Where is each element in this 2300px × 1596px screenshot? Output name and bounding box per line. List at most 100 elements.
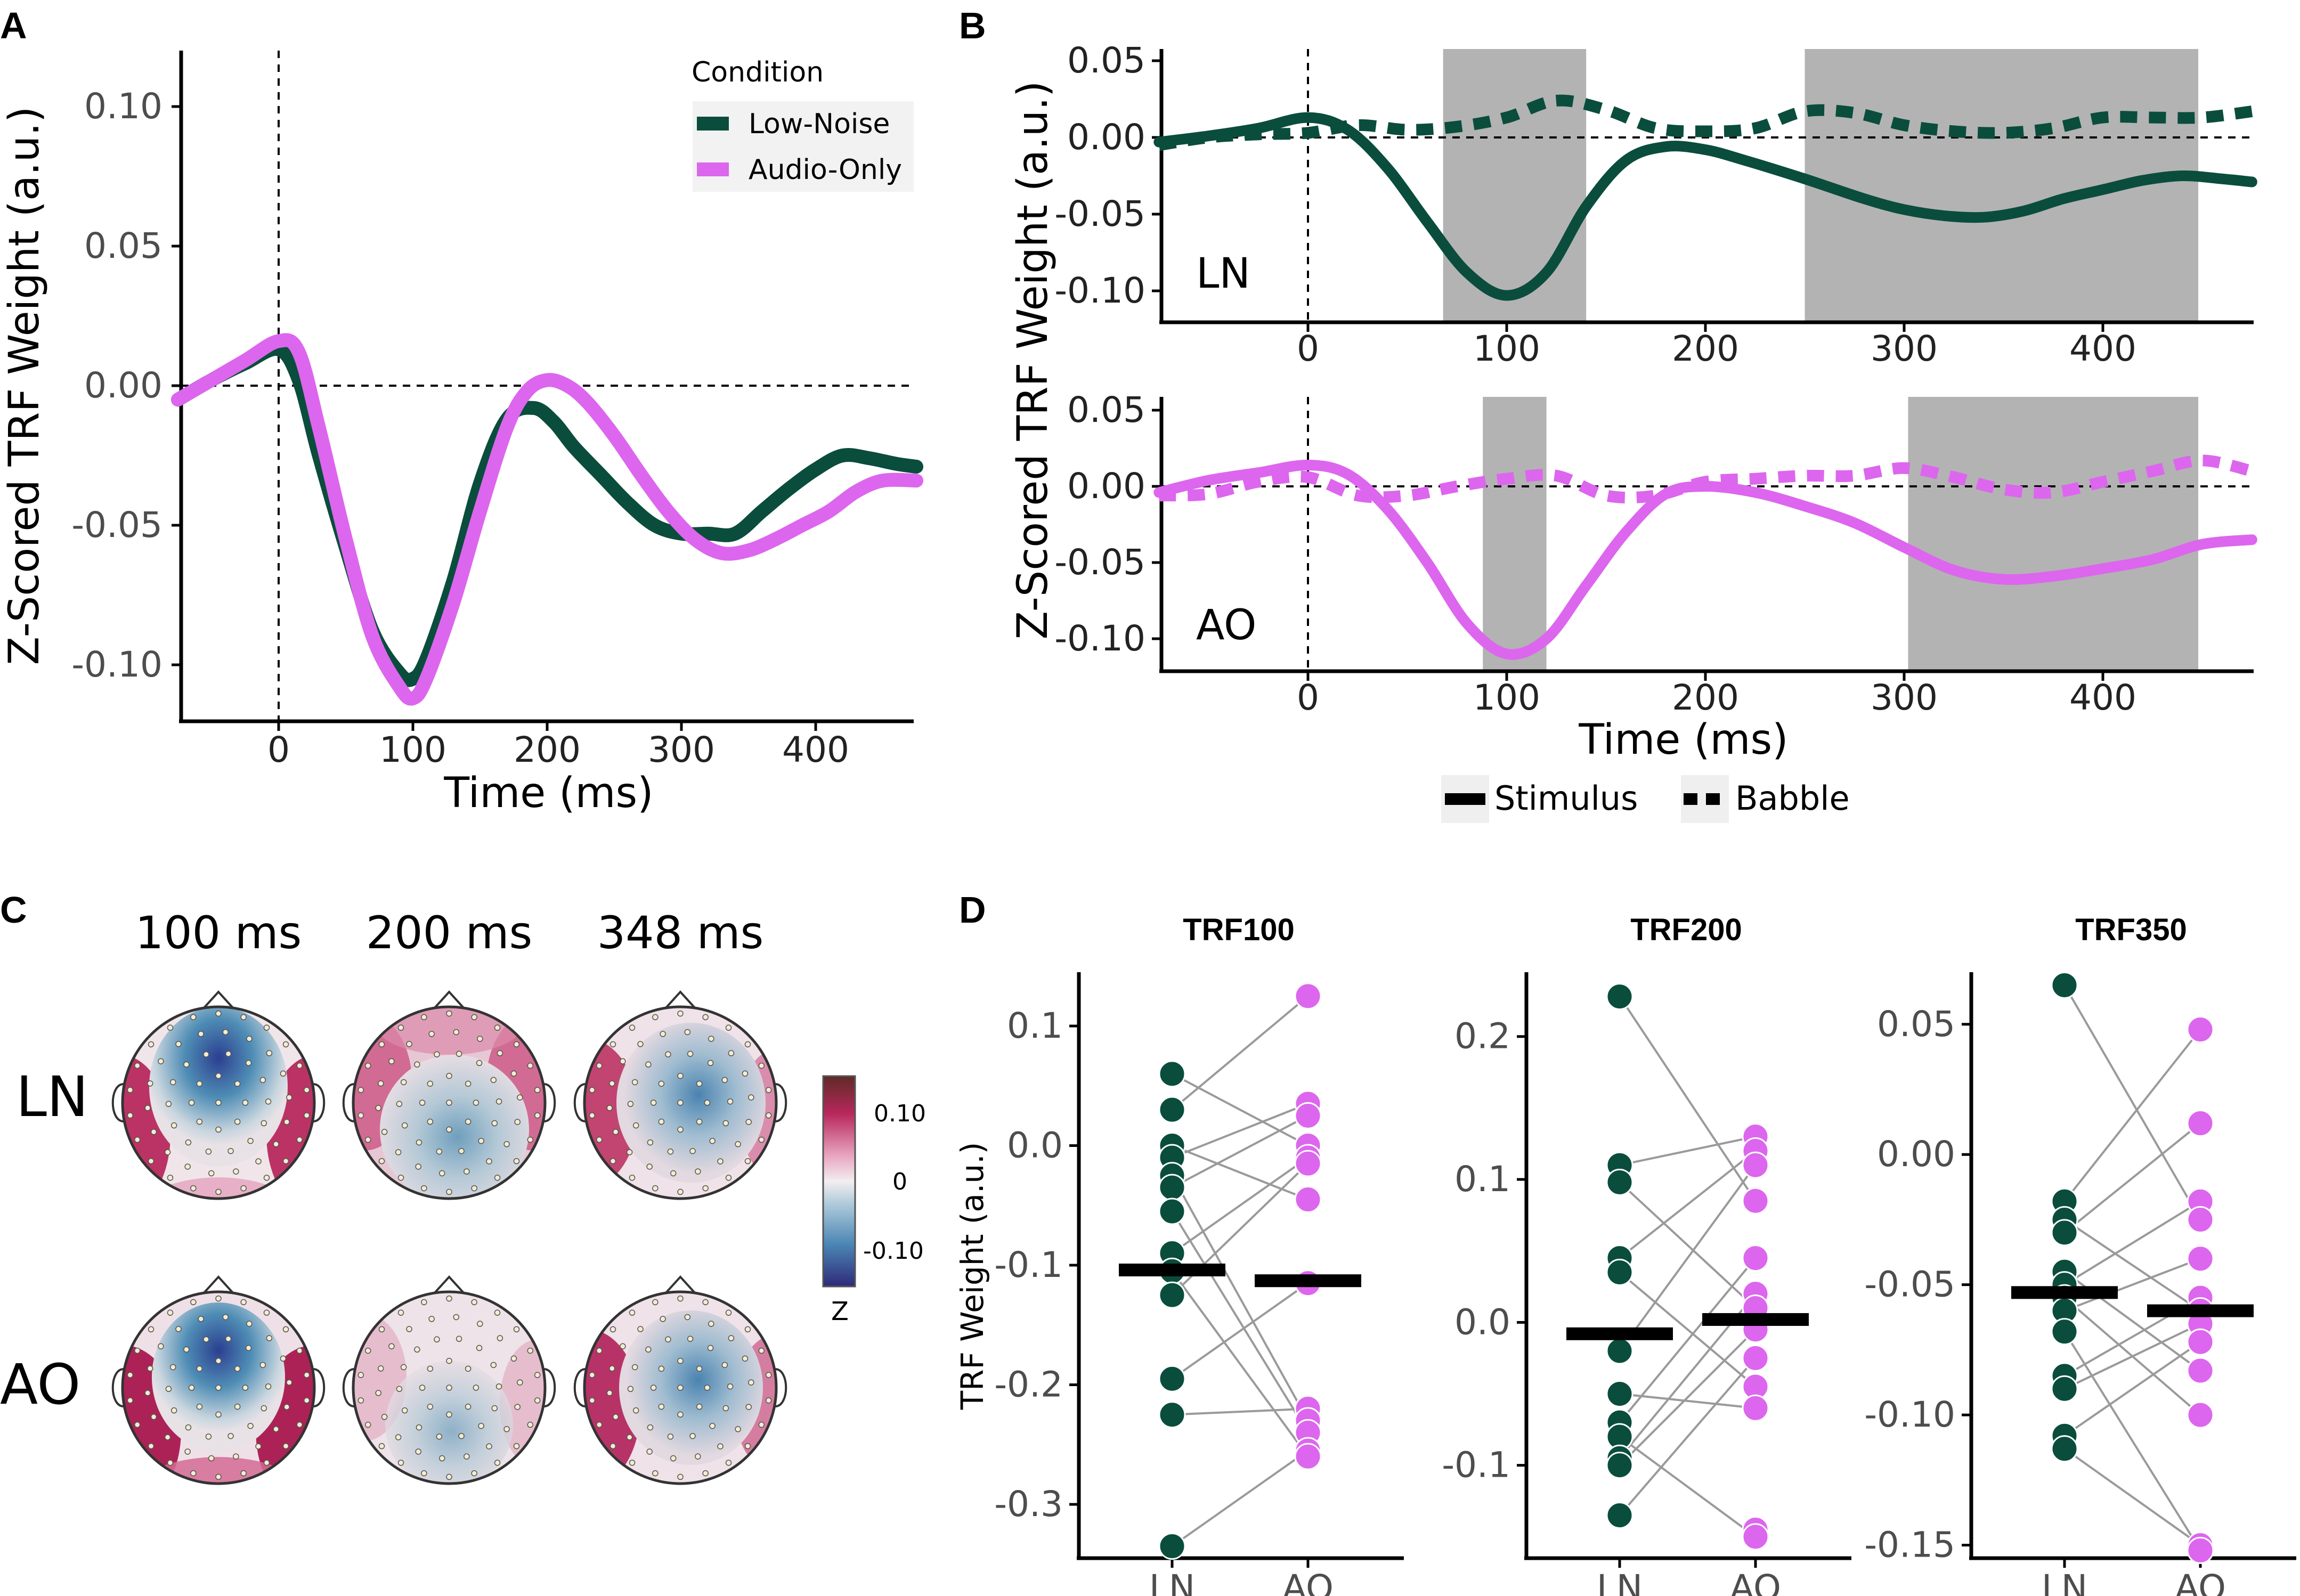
electrode bbox=[375, 1390, 381, 1396]
electrode bbox=[144, 1390, 151, 1396]
electrode bbox=[465, 1403, 472, 1410]
electrode bbox=[388, 1058, 395, 1064]
electrode bbox=[286, 1379, 292, 1386]
electrode bbox=[242, 1100, 249, 1106]
d-y-tick-label: 0.0 bbox=[1007, 1125, 1063, 1166]
d-pair-line bbox=[2063, 1122, 2201, 1234]
d-point-ao bbox=[2187, 1536, 2214, 1564]
b-x-tick-label: 0 bbox=[1297, 328, 1319, 369]
legend-a-title: Condition bbox=[692, 56, 824, 88]
electrode bbox=[765, 1397, 772, 1404]
electrode bbox=[702, 1185, 709, 1192]
panel-a: A 0.10 0.05 0.00 -0.05 -0.10 0 100 200 300 400 T… bbox=[0, 5, 923, 817]
electrode bbox=[609, 1443, 616, 1450]
b-ln-x-ticks: 0 100 200 300 400 bbox=[1297, 322, 2136, 369]
electrode bbox=[215, 1126, 222, 1133]
electrode bbox=[381, 1414, 388, 1420]
d-point-ln bbox=[1158, 1060, 1186, 1088]
d-scatter-plots: TRF100 0.1 0.0 -0.1 -0.2 -0.3 LN AO TRF200 0.2 0.1… bbox=[994, 913, 2296, 1596]
electrode bbox=[150, 1414, 157, 1420]
d-pair-line bbox=[1171, 995, 1309, 1111]
electrode bbox=[167, 1024, 174, 1031]
d-pair-line bbox=[2063, 984, 2201, 1220]
electrode bbox=[227, 1147, 234, 1154]
electrode bbox=[670, 1170, 677, 1177]
electrode bbox=[190, 1299, 197, 1306]
electrode bbox=[513, 1158, 520, 1165]
electrode bbox=[596, 1062, 603, 1069]
c-col-label-100: 100 ms bbox=[135, 907, 302, 959]
d-pair-line bbox=[1619, 1135, 1756, 1167]
electrode bbox=[233, 1168, 239, 1175]
electrode bbox=[247, 1137, 254, 1144]
electrode bbox=[263, 1460, 270, 1466]
electrode bbox=[196, 1118, 203, 1125]
electrode bbox=[246, 1321, 253, 1327]
electrode bbox=[609, 1365, 615, 1372]
d-y-tick-label: -0.1 bbox=[994, 1244, 1063, 1285]
d-pair-line bbox=[1172, 1407, 1309, 1416]
b-x-tick-label: 0 bbox=[1297, 677, 1319, 718]
electrode bbox=[458, 1147, 465, 1154]
electrode bbox=[400, 1079, 407, 1086]
topomap-ao-100 bbox=[111, 1275, 326, 1485]
electrode bbox=[183, 1061, 190, 1068]
electrode bbox=[416, 1139, 422, 1146]
d-point-ln bbox=[1606, 1380, 1633, 1407]
electrode bbox=[620, 1343, 626, 1349]
electrode bbox=[510, 1070, 517, 1077]
electrode bbox=[428, 1316, 435, 1322]
electrode bbox=[208, 1170, 215, 1177]
electrode bbox=[609, 1158, 616, 1165]
electrode bbox=[148, 1158, 155, 1165]
electrode bbox=[665, 1051, 671, 1058]
electrode bbox=[240, 1014, 247, 1021]
electrode bbox=[495, 1383, 502, 1390]
electrode bbox=[127, 1112, 134, 1119]
electrode bbox=[158, 1058, 164, 1064]
electrode bbox=[428, 1031, 435, 1037]
electrode bbox=[167, 1175, 174, 1181]
panel-b-label: B bbox=[959, 5, 986, 46]
electrode bbox=[158, 1343, 164, 1349]
electrode bbox=[725, 1309, 732, 1316]
electrode bbox=[427, 1118, 434, 1125]
electrode bbox=[190, 1470, 197, 1477]
d-y-tick-label: -0.10 bbox=[1864, 1394, 1955, 1435]
electrode bbox=[378, 1365, 384, 1372]
electrode bbox=[667, 1148, 674, 1155]
shaded-window bbox=[1443, 49, 1587, 322]
d-pair-line bbox=[2063, 1218, 2201, 1312]
d-pair-line bbox=[1172, 1144, 1309, 1201]
electrode bbox=[208, 1455, 215, 1462]
electrode bbox=[397, 1175, 404, 1181]
electrode bbox=[722, 1120, 729, 1127]
d-x-tick-label: AO bbox=[2175, 1567, 2226, 1596]
d-y-tick-label: -0.2 bbox=[994, 1364, 1063, 1405]
d-pair-line bbox=[1171, 1450, 1309, 1548]
electrode bbox=[652, 1185, 659, 1192]
electrode bbox=[702, 1014, 709, 1021]
electrode bbox=[427, 1080, 434, 1087]
b-y-tick-label: -0.10 bbox=[1054, 270, 1145, 311]
electrode bbox=[240, 1185, 247, 1192]
electrode bbox=[471, 1470, 477, 1477]
electrode bbox=[215, 1188, 222, 1195]
electrode bbox=[261, 1120, 267, 1127]
electrode bbox=[233, 1453, 239, 1460]
electrode bbox=[196, 1080, 203, 1087]
electrode bbox=[725, 1460, 732, 1466]
electrode bbox=[446, 1385, 452, 1391]
electrode bbox=[183, 1346, 190, 1353]
panel-b: B 0.050.00-0.05-0.10 0 100 200 300 400 0.050… bbox=[959, 5, 2257, 823]
electrode bbox=[265, 1383, 272, 1390]
electrode bbox=[717, 1158, 724, 1165]
electrode bbox=[527, 1062, 534, 1069]
electrode bbox=[486, 1158, 492, 1165]
d-point-ln bbox=[1158, 1281, 1186, 1309]
electrode bbox=[273, 1141, 279, 1147]
legend-a-bg bbox=[693, 101, 914, 192]
electrode bbox=[357, 1112, 364, 1119]
electrode bbox=[255, 1443, 262, 1450]
electrode bbox=[234, 1403, 241, 1410]
